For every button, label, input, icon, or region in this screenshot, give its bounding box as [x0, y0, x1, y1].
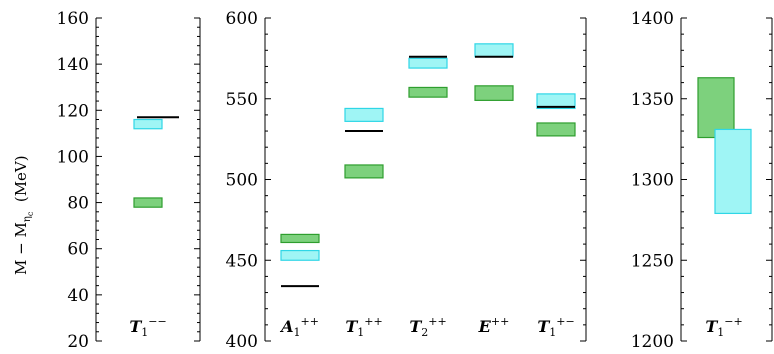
- y-tick-label: 450: [226, 251, 258, 271]
- y-tick-label: 20: [67, 332, 89, 352]
- category-label: T2++: [409, 315, 446, 339]
- cyan-box: [474, 43, 514, 58]
- cyan-box: [280, 249, 320, 261]
- y-tick-label: 140: [57, 55, 89, 75]
- green-box: [536, 122, 576, 137]
- y-tick-label: 600: [226, 9, 258, 29]
- green-box: [344, 164, 384, 179]
- y-tick-label: 1200: [631, 332, 674, 352]
- y-tick-label: 40: [67, 286, 89, 306]
- y-tick-label: 60: [67, 240, 89, 260]
- y-tick-label: 100: [57, 147, 89, 167]
- cyan-box: [408, 57, 448, 69]
- y-tick-label: 1350: [631, 90, 674, 110]
- y-tick-label: 1300: [631, 171, 674, 191]
- y-tick-label: 550: [226, 90, 258, 110]
- y-tick-label: 400: [226, 332, 258, 352]
- y-tick-label: 1250: [631, 251, 674, 271]
- green-box: [697, 77, 735, 139]
- y-tick-label: 80: [67, 194, 89, 214]
- cyan-box: [714, 128, 752, 215]
- green-box: [408, 86, 448, 98]
- y-tick-label: 1400: [631, 9, 674, 29]
- green-box: [133, 197, 163, 208]
- green-box: [474, 85, 514, 101]
- y-tick-label: 120: [57, 101, 89, 121]
- category-label: T1+−: [537, 315, 574, 339]
- y-tick-label: 160: [57, 9, 89, 29]
- category-label: T1++: [345, 315, 382, 339]
- category-label: T1−+: [705, 315, 742, 339]
- green-box: [280, 233, 320, 244]
- y-tick-label: 500: [226, 171, 258, 191]
- category-label: E++: [478, 315, 510, 336]
- category-label: A1++: [279, 315, 319, 339]
- cyan-box: [344, 107, 384, 122]
- category-label: T1−−: [129, 315, 166, 339]
- cyan-box: [133, 118, 163, 130]
- cyan-box: [536, 93, 576, 110]
